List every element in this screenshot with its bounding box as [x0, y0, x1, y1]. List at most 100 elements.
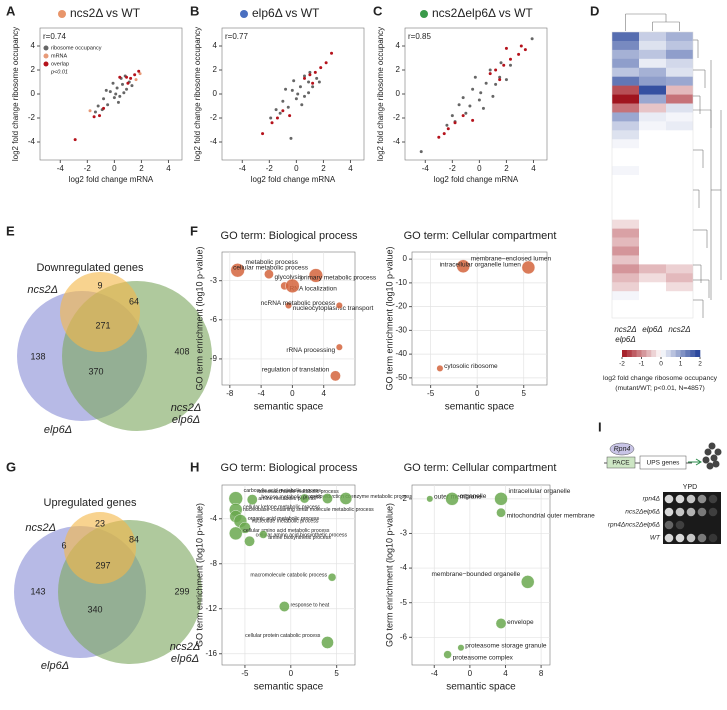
- point: [125, 75, 129, 79]
- point: [115, 86, 119, 90]
- heatmap-cell: [639, 103, 666, 113]
- x-axis-label: semantic space: [254, 682, 324, 693]
- heatmap-cell: [612, 139, 639, 149]
- point: [498, 75, 502, 79]
- point: [111, 81, 115, 85]
- point: [288, 114, 292, 118]
- point: [296, 92, 300, 96]
- y-tick-label: -16: [205, 649, 217, 658]
- heatmap-cell: [639, 67, 666, 77]
- bubble-label: nucleotide metabolic process: [252, 518, 319, 524]
- arrow: [688, 458, 702, 466]
- point: [137, 69, 141, 73]
- y-axis-label: GO term enrichment (log10 p-value): [384, 246, 394, 390]
- bubble-label: oxidoreduction coenzyme metabolic proces…: [310, 494, 412, 500]
- proteasome: [702, 456, 710, 464]
- colorbar-step: [695, 350, 701, 357]
- bubble: [495, 618, 507, 629]
- venn-set: [64, 512, 136, 584]
- spot: [697, 494, 707, 504]
- proteasome: [712, 460, 720, 468]
- bubble: [494, 492, 508, 506]
- point: [302, 94, 306, 98]
- heatmap-cell: [612, 40, 639, 51]
- heatmap-cell: [639, 264, 666, 274]
- heatmap-cell: [612, 309, 639, 319]
- bubble: [443, 650, 452, 659]
- heatmap-cell: [639, 300, 666, 310]
- heatmap-cell: [612, 148, 639, 158]
- plot-area: [411, 484, 551, 666]
- heatmap-cell: [612, 273, 639, 283]
- y-tick-label: -4: [210, 514, 218, 523]
- heatmap-cell: [639, 32, 666, 42]
- legend-swatch: [43, 45, 49, 51]
- venn-count: 299: [174, 586, 189, 596]
- point: [471, 118, 475, 122]
- y-tick-label: 0: [403, 254, 408, 263]
- bubble-label: monosaccharide metabolic process: [257, 489, 339, 495]
- bubble: [436, 364, 444, 372]
- heatmap-cell: [639, 85, 666, 95]
- plot-area: [221, 27, 365, 161]
- bubble-label: intracellular organelle lumen: [440, 262, 522, 269]
- point: [481, 106, 485, 110]
- heatmap-cell: [612, 237, 639, 247]
- heatmap-cell: [639, 58, 666, 69]
- title-marker: [58, 10, 66, 18]
- heatmap-cell: [666, 228, 693, 238]
- heatmap-cell: [666, 237, 693, 247]
- x-tick-label: 5: [521, 389, 526, 398]
- chart-title: ncs2Δ vs WT: [70, 6, 141, 20]
- bubble: [229, 526, 243, 541]
- plot-area: [411, 251, 548, 386]
- column-label: elp6Δ: [642, 325, 663, 334]
- heatmap-cell: [612, 49, 639, 60]
- chart-title: GO term: Cellular compartment: [404, 230, 557, 242]
- heatmap-cell: [612, 121, 639, 131]
- point: [290, 88, 294, 92]
- heatmap-cell: [666, 175, 693, 185]
- bubble: [521, 575, 535, 589]
- heatmap-cell: [639, 49, 666, 60]
- y-tick-label: -4: [210, 137, 218, 146]
- heatmap-cell: [666, 183, 693, 194]
- spot: [664, 494, 674, 504]
- gene-label: UPS genes: [647, 460, 681, 467]
- point: [471, 87, 475, 91]
- bubble-label: organelle: [460, 493, 487, 500]
- proteasome: [706, 462, 714, 470]
- y-axis-label: log2 fold change ribosome occupancy: [193, 27, 202, 161]
- y-tick-label: -5: [400, 598, 408, 607]
- point: [292, 79, 296, 83]
- bubble: [521, 260, 536, 275]
- heatmap-cell: [666, 103, 693, 113]
- heatmap-cell: [639, 40, 666, 51]
- colorbar-step: [631, 350, 637, 357]
- heatmap-cell: [666, 219, 693, 229]
- heatmap-cell: [612, 228, 639, 238]
- point: [274, 108, 278, 112]
- point: [519, 44, 523, 48]
- x-tick-label: 8: [539, 669, 544, 678]
- bubble: [264, 269, 274, 279]
- x-tick-label: 0: [468, 669, 473, 678]
- colorbar-step: [622, 350, 628, 357]
- bubble: [339, 492, 353, 505]
- panel-letter: B: [190, 3, 199, 18]
- heatmap-cell: [666, 192, 693, 203]
- colorbar-step: [626, 350, 633, 357]
- y-tick-label: -4: [28, 137, 36, 146]
- bubble-label: membrane−enclosed lumen: [471, 255, 552, 262]
- colorbar-step: [685, 350, 691, 357]
- plot-area: [39, 27, 183, 161]
- spot: [708, 494, 718, 504]
- point: [517, 52, 521, 56]
- y-axis-label: GO term enrichment (log10 p-value): [194, 246, 204, 390]
- point: [473, 75, 477, 79]
- heatmap-cell: [639, 166, 666, 176]
- point: [278, 111, 282, 115]
- venn-count: 138: [30, 351, 45, 361]
- heatmap-cell: [612, 246, 639, 256]
- y-tick-label: -2: [393, 113, 401, 122]
